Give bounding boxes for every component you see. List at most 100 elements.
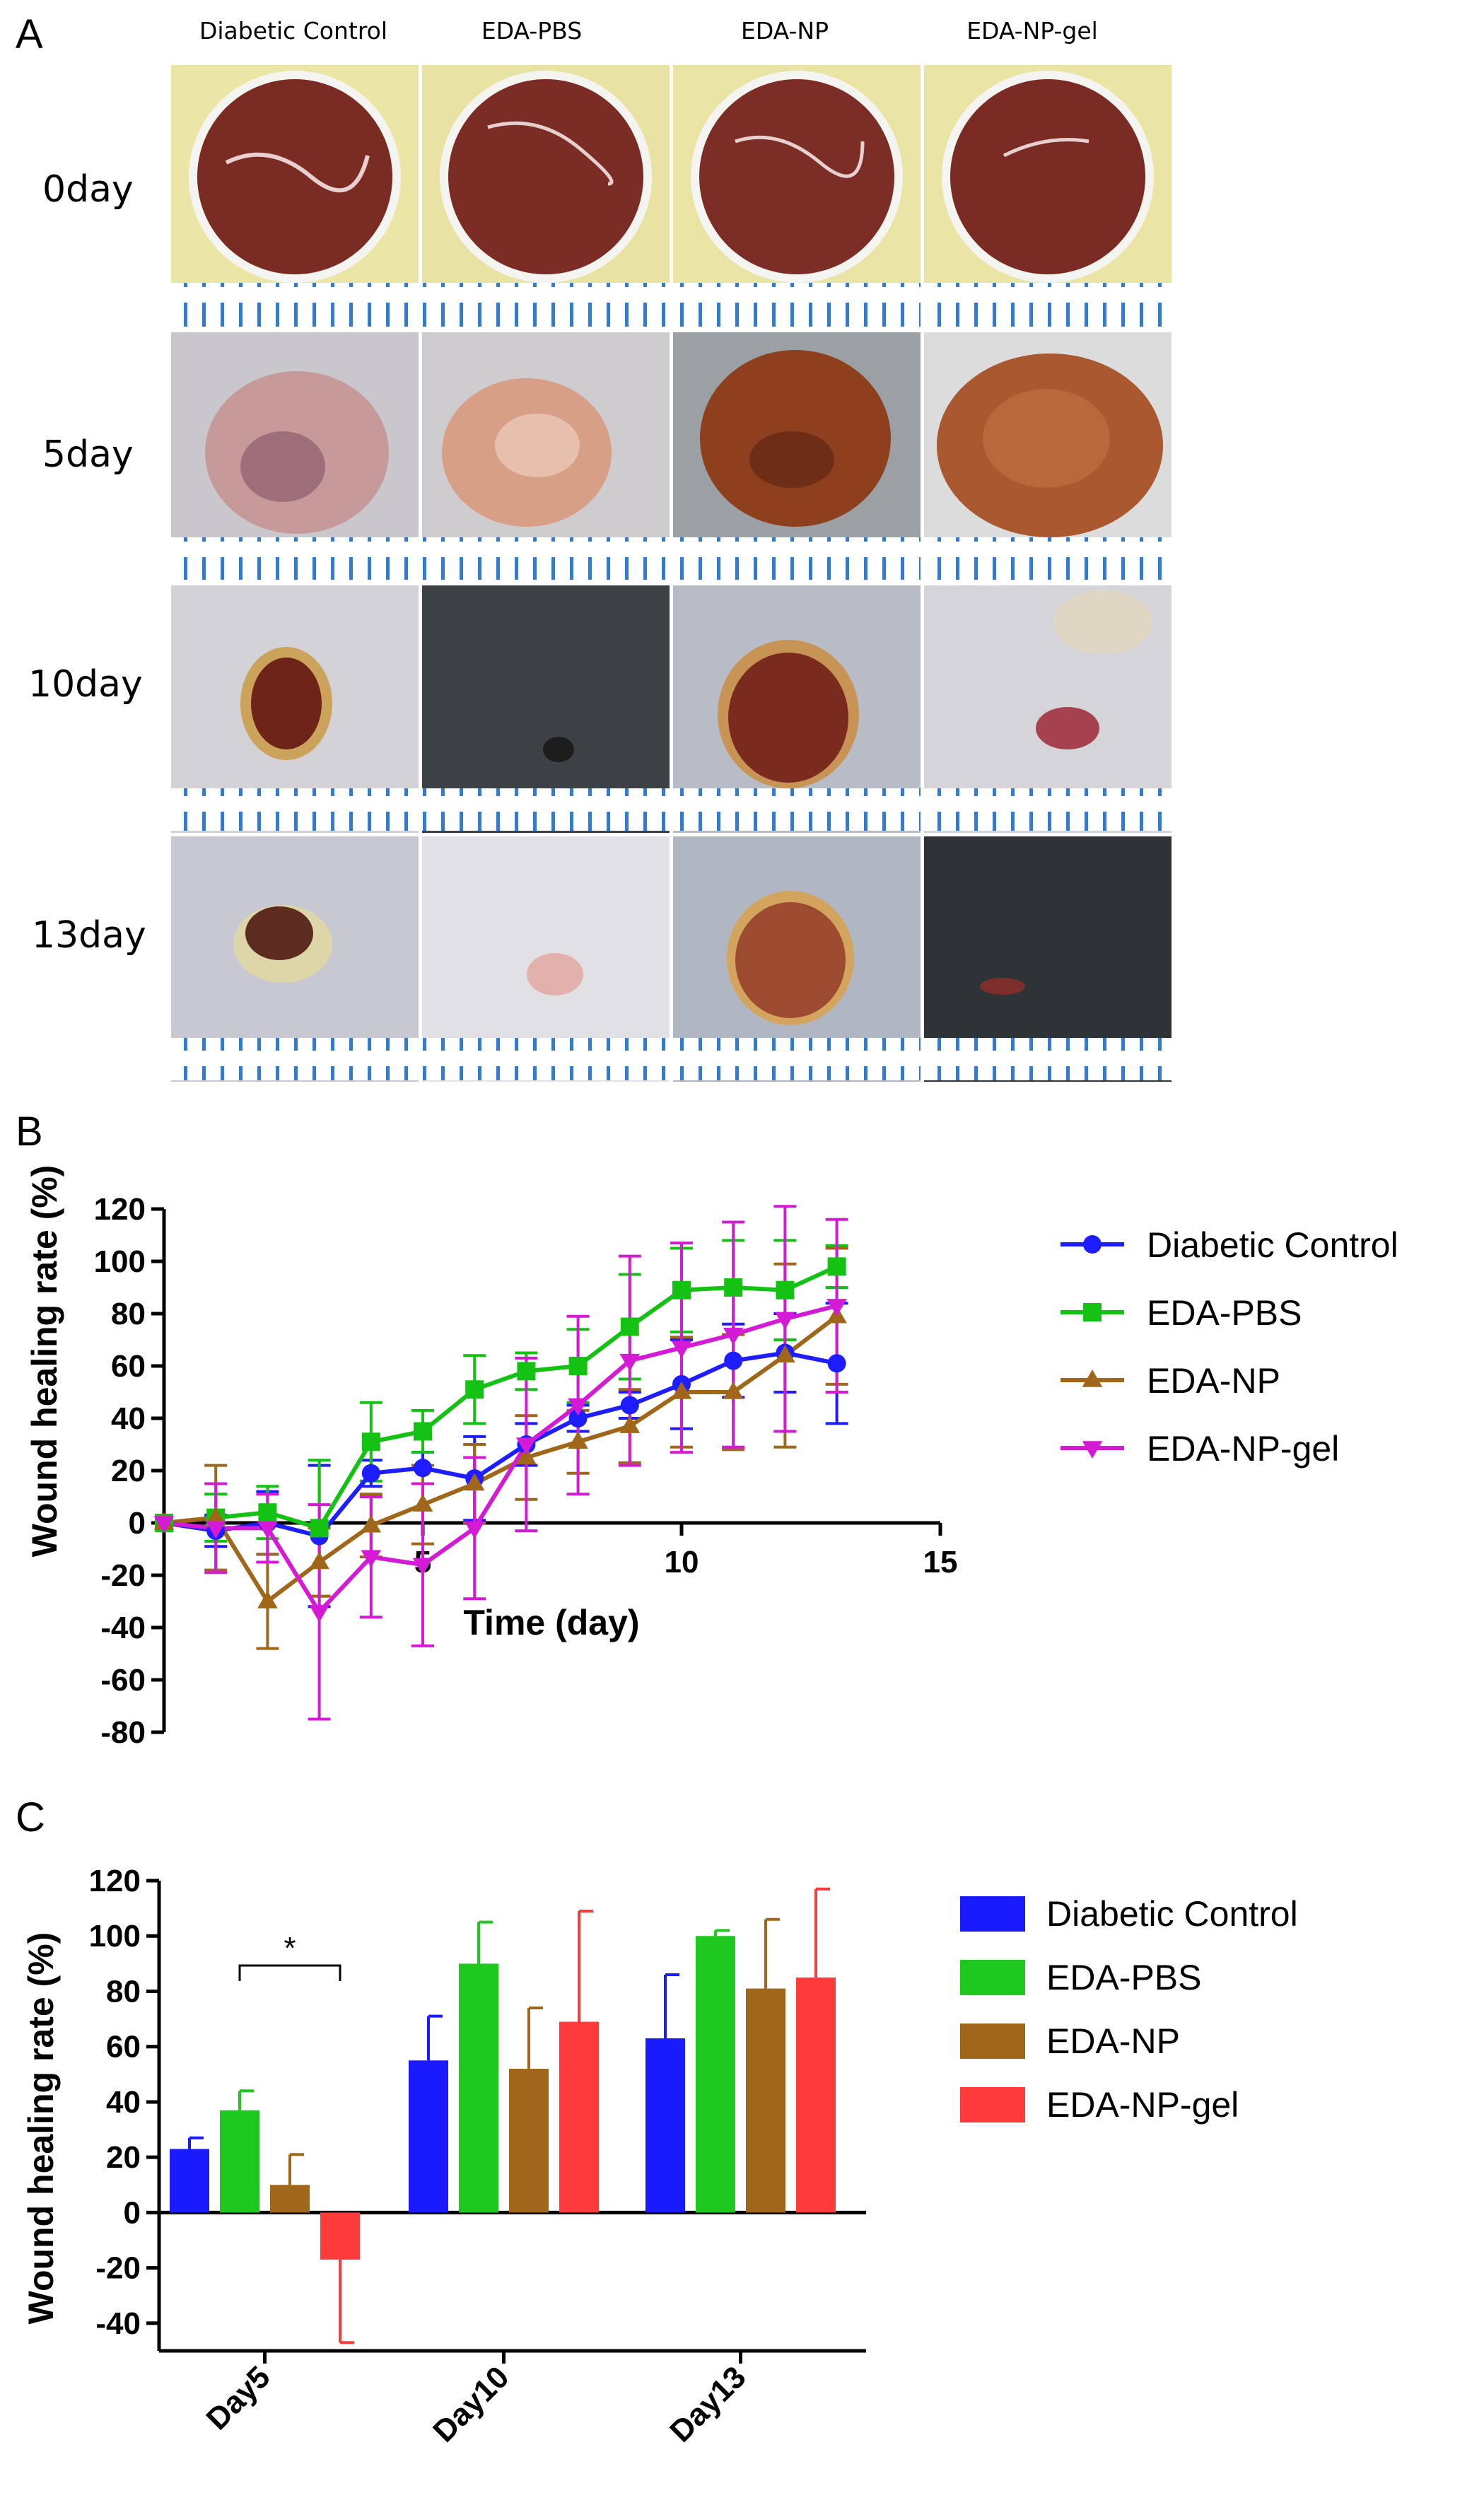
chart-b-point-eda-np [361, 1514, 382, 1533]
chart-b-xlabel: Time (day) [463, 1603, 639, 1642]
chart-c-error-bars [188, 1887, 830, 2344]
wound-photo-10day-eda-np-gel [924, 585, 1172, 833]
chart-b-point-eda-np-gel [619, 1353, 641, 1372]
chart-b-point-eda-pbs [672, 1280, 691, 1300]
chart-c-bar-eda-pbs-day5 [220, 2110, 259, 2213]
chart-c-legend-swatch-eda-np [960, 2023, 1025, 2059]
chart-b-point-eda-np [412, 1494, 433, 1512]
chart-c-ytick-label: -40 [95, 2306, 141, 2341]
wound-photo-13day-eda-pbs [422, 836, 670, 1082]
wound-photo-13day-eda-np [673, 836, 921, 1082]
chart-c-legend: Diabetic Control EDA-PBS EDA-NP EDA-NP-gel [960, 1894, 1298, 2125]
chart-c-category-label-day10: Day10 [426, 2359, 515, 2448]
wound-photo-0day-eda-np-gel [924, 65, 1172, 327]
wound-photo-5day-eda-np [673, 332, 921, 580]
chart-b-point-eda-np-gel [205, 1521, 226, 1539]
chart-b-point-eda-np [464, 1473, 485, 1491]
chart-b-point-eda-pbs [361, 1432, 380, 1452]
chart-c-legend-swatch-eda-pbs [960, 1960, 1025, 1995]
chart-b-point-eda-pbs [310, 1519, 329, 1538]
chart-c-bar-diabetic-control-day10 [409, 2060, 448, 2213]
chart-b-legend-marker-diabetic-control [1083, 1235, 1102, 1254]
chart-c-ytick-label: 0 [124, 2195, 141, 2230]
chart-c-ylabel: Wound healing rate (%) [21, 1932, 61, 2325]
chart-b-ytick-label: 120 [94, 1192, 146, 1227]
chart-b-ytick-label: -40 [100, 1611, 146, 1645]
row-label-0day: 0day [42, 168, 134, 211]
chart-b-legend-label-eda-np: EDA-NP [1147, 1361, 1280, 1401]
chart-c-legend-label-eda-pbs: EDA-PBS [1046, 1958, 1202, 1997]
chart-b-ylabel: Wound healing rate (%) [25, 1165, 64, 1558]
chart-c-bar-eda-pbs-day10 [459, 1963, 498, 2213]
chart-b-legend-marker-eda-pbs [1083, 1303, 1102, 1321]
chart-b-point-eda-np-gel [826, 1299, 847, 1316]
chart-c-bar-eda-np-day10 [509, 2069, 549, 2213]
chart-b-point-eda-np [516, 1447, 537, 1465]
chart-b-point-eda-pbs [724, 1278, 743, 1297]
chart-b-legend-label-eda-pbs: EDA-PBS [1147, 1293, 1302, 1333]
chart-c-bar-eda-np-day5 [270, 2185, 310, 2213]
chart-b-xtick-label: 10 [665, 1545, 699, 1579]
chart-c-legend-label-diabetic-control: Diabetic Control [1046, 1894, 1298, 1934]
chart-c-ytick-label: -20 [95, 2251, 141, 2286]
chart-c-ytick-label: 40 [106, 2085, 141, 2120]
chart-b-point-eda-pbs [258, 1503, 277, 1522]
wound-photo-13day-diabetic-control [171, 836, 419, 1082]
chart-b-markers [153, 1257, 847, 1623]
chart-b-point-eda-np-gel [723, 1327, 744, 1345]
chart-b-ytick-label: 100 [94, 1244, 146, 1279]
row-label-5day: 5day [42, 433, 134, 476]
wound-photo-5day-diabetic-control [171, 332, 419, 580]
panel-b-line-chart: B Wound healing rate (%) -80 -60 -40 -20 0 20… [16, 1109, 1398, 1750]
chart-b-ytick-label: 60 [111, 1349, 146, 1384]
chart-c-bar-eda-np-gel-day13 [796, 1977, 836, 2213]
chart-c-ytick-label: 60 [106, 2030, 141, 2065]
wound-photo-13day-eda-np-gel [924, 836, 1172, 1082]
chart-c-ytick-label: 100 [89, 1919, 141, 1954]
chart-b-line-eda-np [163, 1314, 839, 1605]
column-header-eda-pbs: EDA-PBS [481, 17, 582, 45]
chart-b-point-eda-np [568, 1431, 588, 1449]
chart-b-point-eda-np [257, 1591, 278, 1608]
chart-b-ytick-label: 40 [111, 1401, 146, 1436]
chart-b-point-eda-np-gel [671, 1341, 692, 1359]
wound-photo-0day-eda-np [673, 65, 921, 327]
wound-photo-0day-eda-pbs [422, 65, 670, 327]
chart-c-ytick-label: 20 [106, 2140, 141, 2175]
chart-b-point-eda-pbs [414, 1422, 432, 1441]
chart-c-bars [170, 1936, 836, 2260]
wound-photo-10day-eda-pbs [422, 585, 670, 833]
chart-b-point-eda-np [205, 1507, 226, 1525]
chart-c-category-label-day5: Day5 [200, 2359, 277, 2436]
chart-b-point-diabetic-control [361, 1464, 380, 1483]
chart-b-point-eda-np [671, 1382, 692, 1399]
chart-c-bar-eda-np-gel-day10 [559, 2021, 599, 2213]
chart-c-bar-eda-pbs-day13 [696, 1936, 735, 2213]
column-header-eda-np-gel: EDA-NP-gel [966, 17, 1098, 45]
chart-b-point-eda-np-gel [412, 1558, 433, 1576]
chart-b-point-eda-pbs [827, 1257, 846, 1276]
chart-c-legend-label-eda-np: EDA-NP [1046, 2021, 1180, 2061]
chart-b-point-eda-np [309, 1551, 329, 1570]
chart-c-bar-diabetic-control-day5 [170, 2149, 209, 2213]
chart-b-point-eda-np-gel [568, 1398, 588, 1416]
chart-c-bar-eda-np-day13 [746, 1988, 785, 2213]
chart-b-point-diabetic-control [724, 1351, 743, 1370]
chart-c-ytick-label: 120 [89, 1864, 141, 1898]
chart-b-point-diabetic-control [620, 1396, 639, 1415]
chart-b-point-eda-np [619, 1415, 641, 1433]
panel-a: A Diabetic Control EDA-PBS EDA-NP EDA-NP… [16, 11, 1172, 1082]
chart-c-legend-swatch-eda-np-gel [960, 2087, 1025, 2122]
chart-b-point-eda-pbs [465, 1380, 484, 1399]
chart-b-series-lines [163, 1264, 839, 1616]
row-label-10day: 10day [28, 663, 143, 706]
chart-b-legend-label-eda-np-gel: EDA-NP-gel [1147, 1429, 1339, 1468]
chart-b-point-eda-np-gel [361, 1550, 382, 1568]
chart-b-point-eda-np-gel [775, 1312, 795, 1330]
chart-c-significance-bracket [238, 1964, 341, 1981]
chart-c-legend-swatch-diabetic-control [960, 1896, 1025, 1932]
chart-c-significance: * [238, 1931, 341, 1981]
chart-b-ytick-label: 0 [129, 1506, 146, 1541]
row-label-13day: 13day [32, 914, 146, 957]
chart-b-line-eda-np-gel [163, 1303, 838, 1616]
